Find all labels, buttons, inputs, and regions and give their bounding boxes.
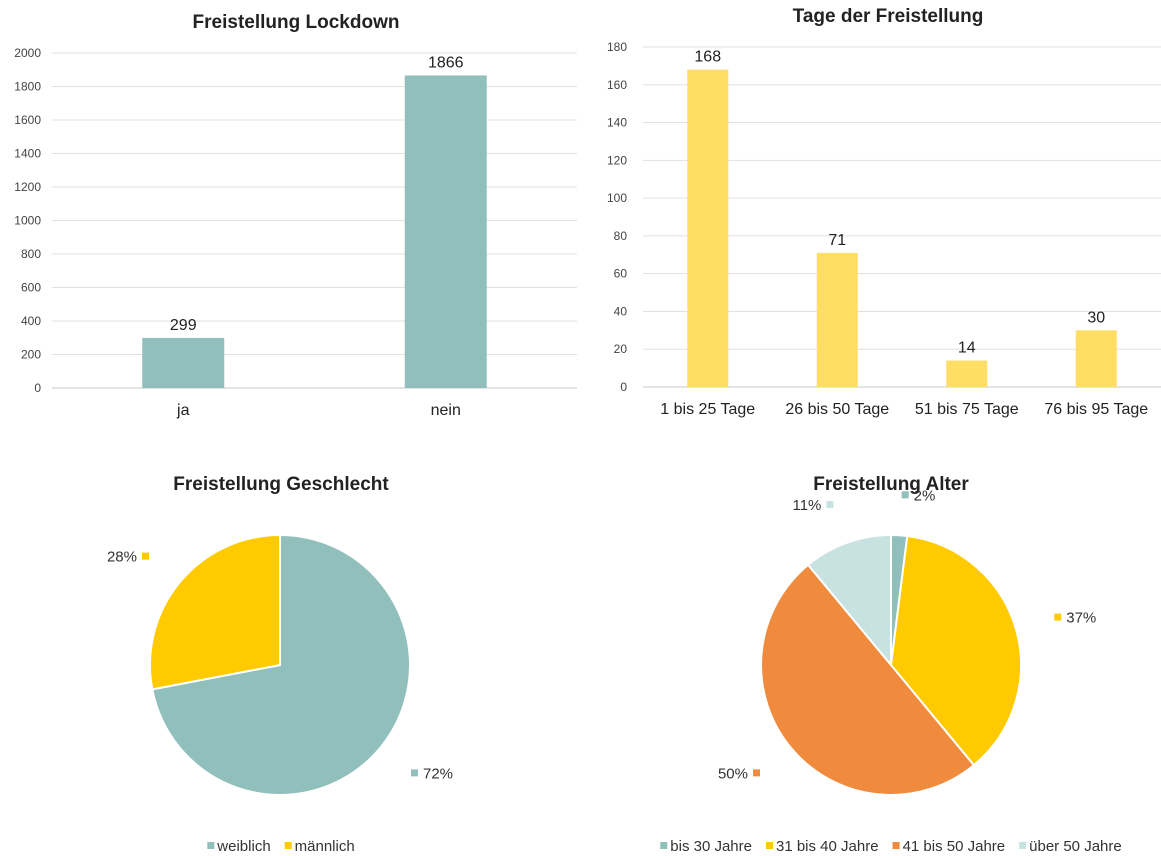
x-tick-label: 51 bis 75 Tage [915,401,1019,418]
label-key-marker [826,501,834,509]
legend-label: bis 30 Jahre [670,838,752,855]
label-key-marker [410,769,418,777]
legend-label: männlich [295,838,355,855]
legend-marker [660,842,668,849]
legend-marker [207,842,215,849]
y-tick-label: 0 [620,380,627,394]
data-label: 299 [170,317,197,334]
legend-marker [1019,842,1027,849]
data-label: 1866 [428,54,464,71]
bar [946,360,988,387]
y-tick-label: 180 [607,40,627,54]
legend-label: 41 bis 50 Jahre [903,838,1006,855]
legend-label: über 50 Jahre [1029,838,1122,855]
bar [404,75,487,388]
slice-label: 2% [914,487,936,504]
x-tick-label: ja [176,402,190,419]
slice-label: 37% [1066,610,1096,627]
chart-freistellung-alter: Freistellung Alter 2% 37% 50% 11% bis 30 Jah… [660,474,1122,855]
y-tick-label: 200 [21,348,41,362]
chart-title: Tage der Freistellung [793,6,984,27]
y-tick-label: 400 [21,314,41,328]
chart-title: Freistellung Geschlecht [173,474,389,495]
x-tick-label: nein [431,402,461,419]
y-tick-label: 100 [607,191,627,205]
slice-label: 50% [718,765,748,782]
slice-label: 28% [107,549,137,566]
data-label: 30 [1087,309,1105,326]
chart-title: Freistellung Alter [813,474,969,495]
pie-slice [760,563,976,796]
x-tick-label: 26 bis 50 Tage [785,401,889,418]
y-tick-label: 1400 [14,147,41,161]
chart-title: Freistellung Lockdown [193,12,400,33]
slice-label: 72% [423,765,453,782]
y-tick-label: 1800 [14,80,41,94]
pie-slice [151,533,411,796]
pie-slice [806,533,892,668]
y-tick-label: 140 [607,116,627,130]
y-tick-label: 1600 [14,113,41,127]
y-tick-label: 600 [21,281,41,295]
pie-slice [149,533,281,691]
slice-label: 11% [792,497,821,514]
legend-label: 31 bis 40 Jahre [776,838,879,855]
y-tick-label: 0 [34,381,41,395]
y-tick-label: 120 [607,153,627,167]
y-tick-label: 160 [607,78,627,92]
y-tick-label: 20 [614,342,628,356]
y-tick-label: 2000 [14,46,41,60]
bar [142,337,225,388]
legend-marker [765,842,773,849]
bar [1075,330,1117,387]
label-key-marker [901,491,909,499]
data-label: 168 [694,49,721,66]
label-key-marker [1054,613,1062,621]
data-label: 14 [958,340,976,357]
pie-slice [889,534,1022,767]
y-tick-label: 60 [614,267,628,281]
data-label: 71 [828,232,846,249]
bar [687,69,729,388]
legend-marker [892,842,900,849]
bar [816,252,858,387]
chart-tage-der-freistellung: Tage der Freistellung 0 20 40 60 80 100 120 140… [607,6,1161,418]
y-tick-label: 800 [21,247,41,261]
y-tick-label: 1000 [14,214,41,228]
label-key-marker [753,769,761,777]
chart-freistellung-geschlecht: Freistellung Geschlecht 72% 28% weiblich mä… [107,474,453,855]
legend-marker [284,842,292,849]
x-tick-label: 76 bis 95 Tage [1044,401,1148,418]
chart-freistellung-lockdown: Freistellung Lockdown 0 200 400 600 800 1000 1… [14,12,577,419]
label-key-marker [142,552,150,560]
legend-label: weiblich [216,838,270,855]
y-tick-label: 40 [614,304,628,318]
y-tick-label: 80 [614,229,628,243]
x-tick-label: 1 bis 25 Tage [660,401,755,418]
y-tick-label: 1200 [14,180,41,194]
